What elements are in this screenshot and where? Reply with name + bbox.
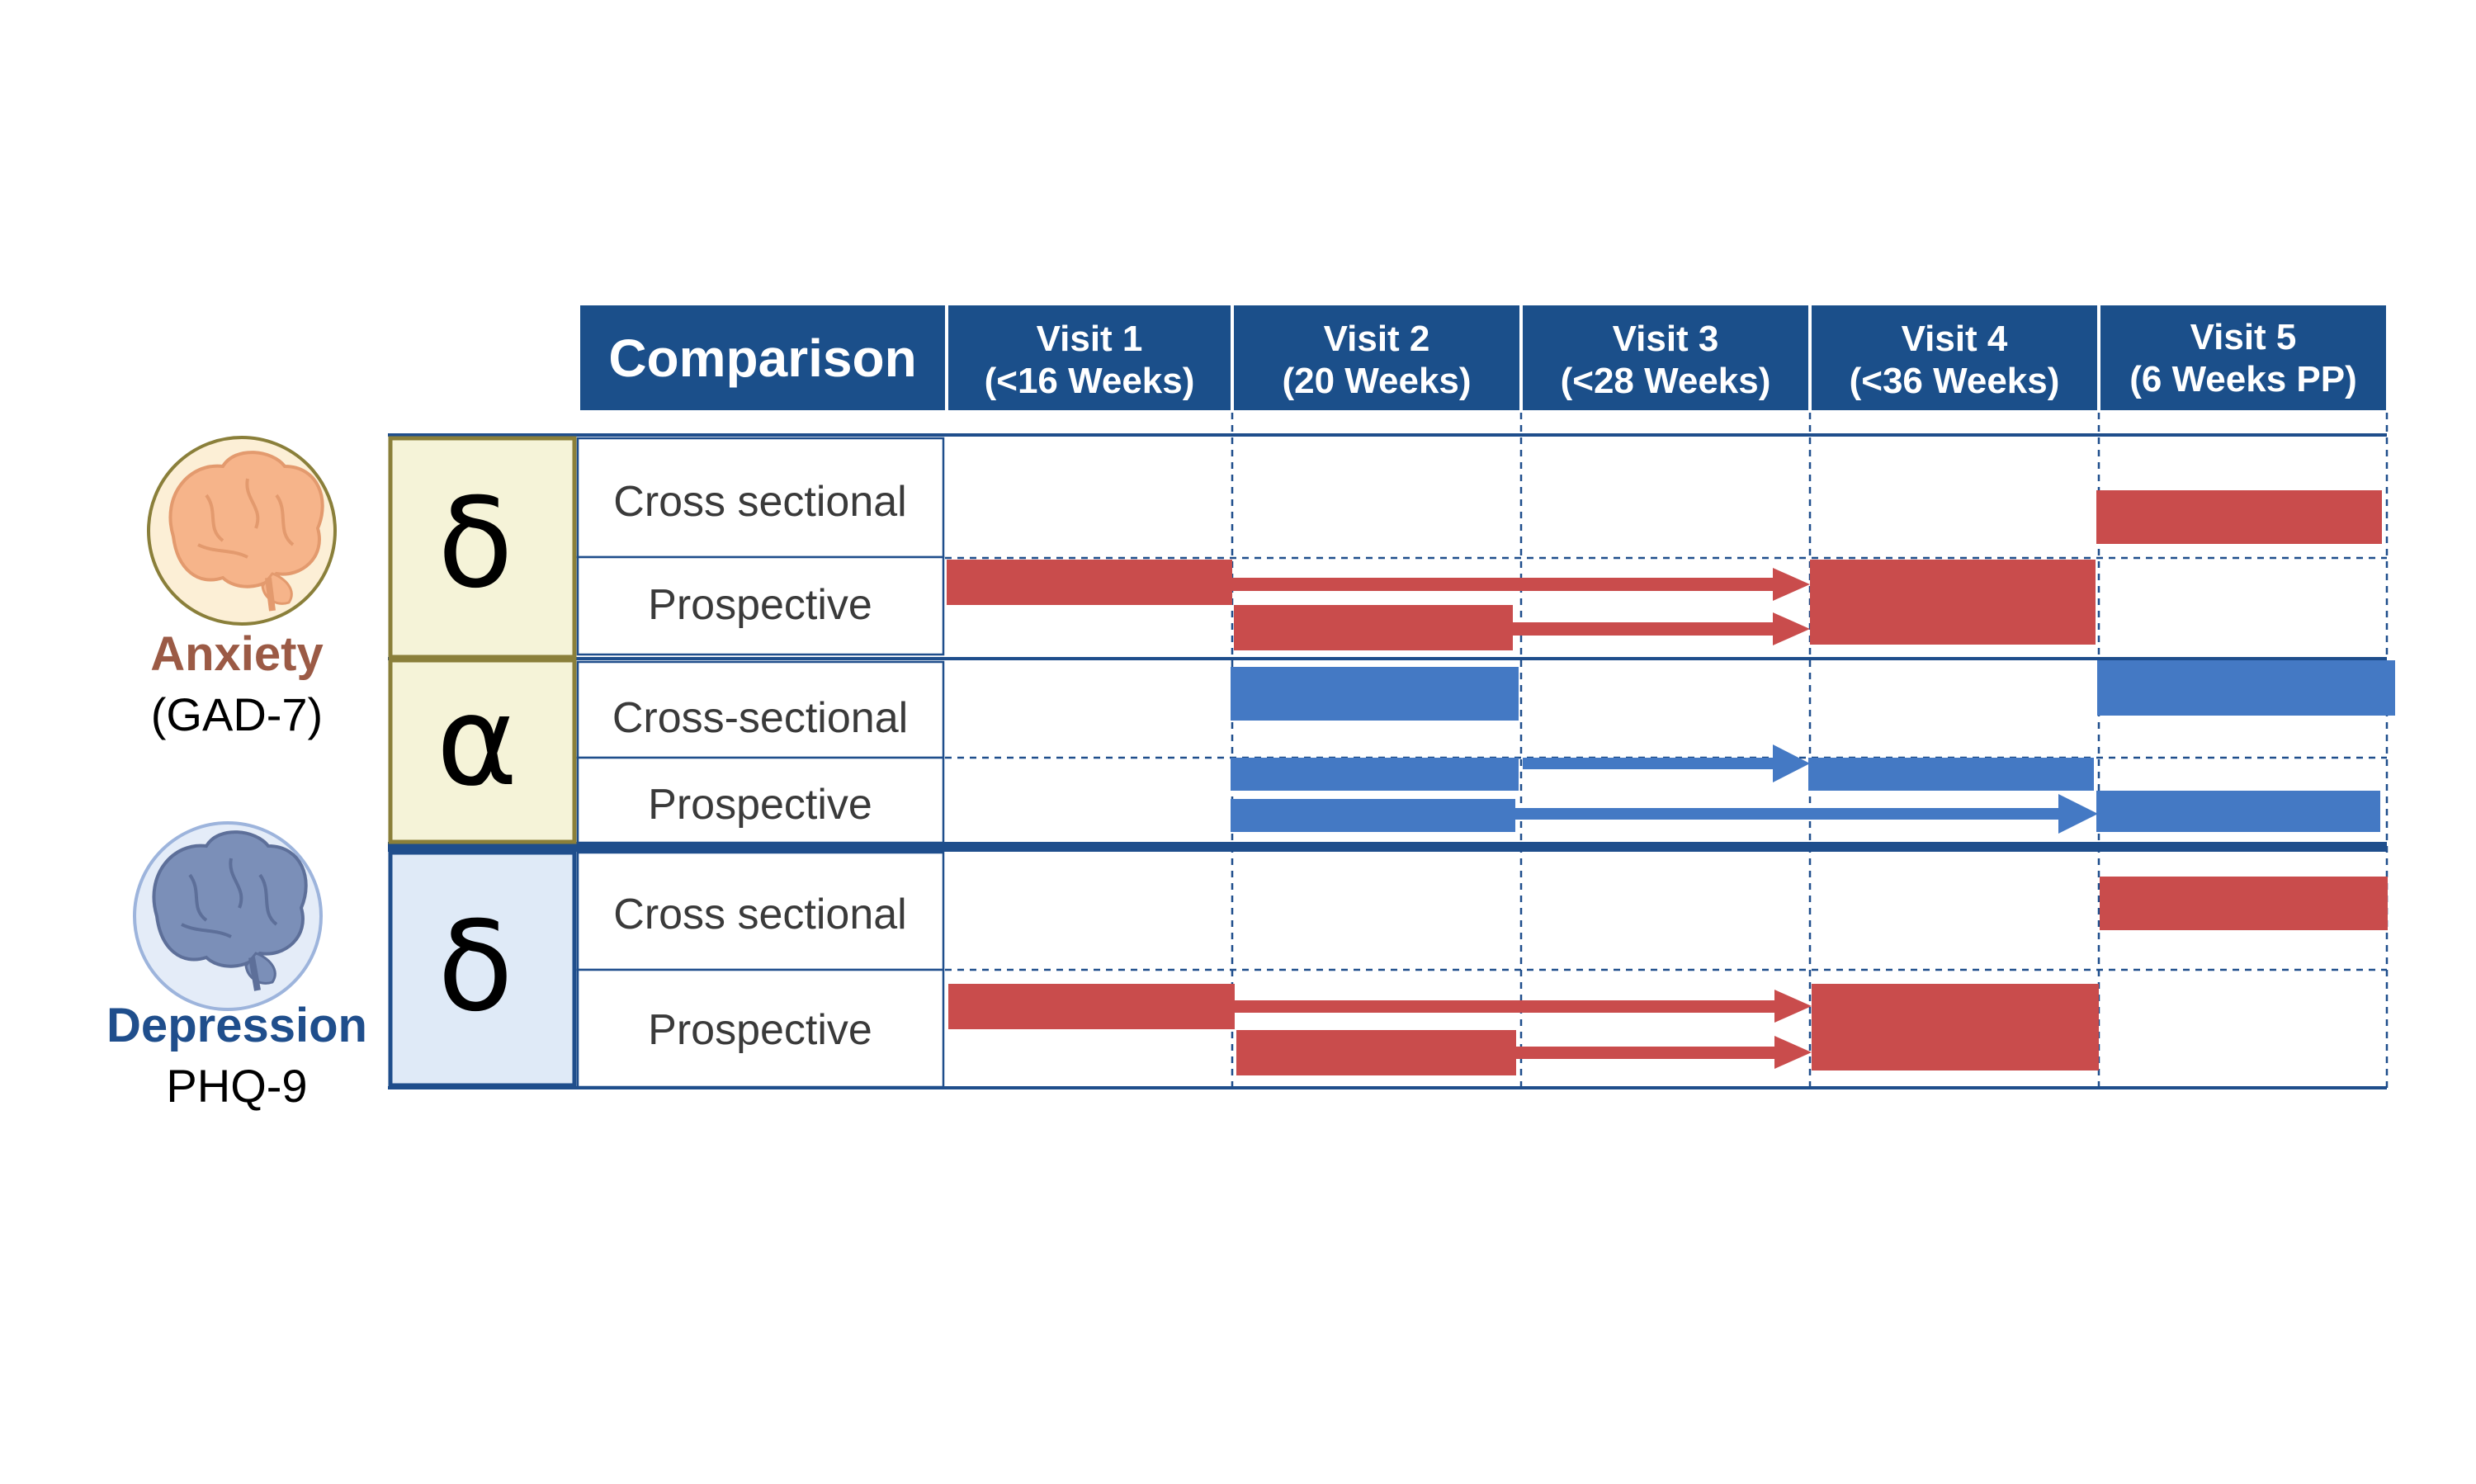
arrow-visit1-to-visit4-shaft <box>1235 1000 1774 1013</box>
comparison-header-cell <box>580 305 945 410</box>
row-label-cell <box>576 660 945 759</box>
block-2-symbol-bg <box>388 658 577 844</box>
visit-5-bar <box>2097 660 2395 716</box>
visit-1-header-cell <box>948 305 1231 410</box>
header-row: Comparison Visit 1 (<16 Weeks) Visit 2 (… <box>580 305 2386 410</box>
visit-5-header-cell <box>2100 305 2386 410</box>
arrow-visit2-to-visit4-shaft <box>1523 758 1774 769</box>
visit-2-header-line2: (20 Weeks) <box>1282 361 1471 401</box>
blue-brain-icon <box>133 821 323 1011</box>
visit-5-bar <box>2100 877 2388 930</box>
row-label-prospective: Prospective <box>648 1006 872 1054</box>
visit-4-bar <box>1812 984 2099 1070</box>
arrow-visit1-to-visit4-head <box>1773 568 1810 601</box>
block-1-symbol-cell: δ <box>388 436 577 659</box>
arrow-visit2-to-visit5-shaft <box>1515 808 2060 820</box>
visit-2-bar <box>1234 605 1513 650</box>
row-label-cell <box>576 851 945 971</box>
row-label-cells <box>576 437 945 1089</box>
visit-1-bar <box>947 560 1232 605</box>
visit-5-header-line2: (6 Weeks PP) <box>2129 359 2357 399</box>
visit-4-bar <box>1810 560 2096 645</box>
row-label-cell <box>576 437 945 559</box>
visit-2-bar <box>1231 758 1519 791</box>
block-2-symbol-cell: α <box>388 658 577 844</box>
delta-symbol: δ <box>437 896 513 1039</box>
visit-4-header-line2: (<36 Weeks) <box>1850 361 2060 401</box>
block-3-symbol-cell: δ <box>388 850 577 1088</box>
anxiety-subtitle: (GAD-7) <box>151 688 323 740</box>
comparison-header-label: Comparison <box>608 328 916 388</box>
visit-3-header-line1: Visit 3 <box>1613 319 1719 359</box>
arrow-visit2-to-visit4-head <box>1774 1036 1812 1069</box>
arrow-visit2-to-visit4-head <box>1773 744 1810 782</box>
row-label-prospective: Prospective <box>648 581 872 629</box>
visit-5-header-line1: Visit 5 <box>2190 317 2297 357</box>
visit-3-header-line2: (<28 Weeks) <box>1561 361 1771 401</box>
row-label-cross-sectional: Cross sectional <box>613 891 906 938</box>
block-boundaries <box>388 433 2387 1089</box>
depression-subtitle: PHQ-9 <box>166 1060 307 1112</box>
visit-2-header-cell <box>1234 305 1519 410</box>
visit-1-header-line1: Visit 1 <box>1037 319 1143 359</box>
block-1-bars <box>947 490 2382 650</box>
visit-3-header-cell <box>1523 305 1808 410</box>
visit-5-bar <box>2096 791 2380 832</box>
delta-symbol: δ <box>437 472 513 616</box>
visit-4-header-line1: Visit 4 <box>1902 319 2008 359</box>
row-label-cell <box>576 555 945 656</box>
arrow-visit1-to-visit4-shaft <box>1232 578 1773 591</box>
visit-4-header-cell <box>1812 305 2097 410</box>
visit-2-bar <box>1236 1030 1516 1075</box>
visit-5-bar <box>2096 490 2382 544</box>
arrow-visit2-to-visit4-shaft <box>1516 1047 1774 1059</box>
arrow-visit2-to-visit4-head <box>1773 612 1810 645</box>
row-label-prospective: Prospective <box>648 781 872 829</box>
block-3-symbol-bg <box>388 850 577 1088</box>
block-3-bars <box>948 877 2388 1075</box>
visit-2-bar <box>1231 667 1519 721</box>
block-2-bars <box>1231 660 2395 834</box>
arrow-visit2-to-visit5-head <box>2058 794 2098 834</box>
row-label-cell <box>576 968 945 1089</box>
alpha-symbol: α <box>437 670 518 814</box>
anxiety-title: Anxiety <box>150 627 324 681</box>
visit-1-bar <box>948 984 1235 1029</box>
arrow-visit1-to-visit4-head <box>1774 990 1812 1023</box>
row-label-cell <box>576 756 945 844</box>
visit-4-bar <box>1808 758 2094 791</box>
arrow-visit2-to-visit4-shaft <box>1513 622 1773 636</box>
depression-title: Depression <box>106 999 367 1052</box>
row-label-cross-sectional: Cross sectional <box>613 478 906 526</box>
visit-2-bar <box>1231 799 1515 832</box>
row-label-cross-sectional: Cross-sectional <box>612 694 908 742</box>
orange-brain-icon <box>147 436 337 626</box>
visit-2-header-line1: Visit 2 <box>1324 319 1430 359</box>
anxiety-category: Anxiety (GAD-7) <box>147 436 337 740</box>
depression-category: Depression PHQ-9 <box>106 821 367 1112</box>
visit-1-header-line2: (<16 Weeks) <box>985 361 1195 401</box>
block-1-symbol-bg <box>388 436 577 659</box>
